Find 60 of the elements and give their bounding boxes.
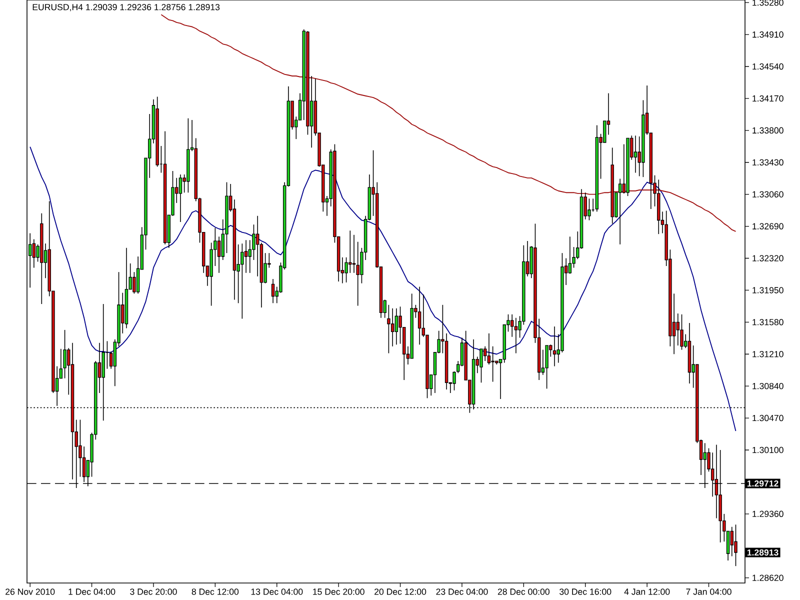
y-tick-label: 1.34540	[752, 63, 784, 70]
y-tick-label: 1.33800	[752, 127, 784, 134]
candlestick	[480, 348, 483, 384]
x-tick-label: 7 Jan 04:00	[686, 588, 732, 595]
x-tick-label: 20 Dec 12:00	[374, 588, 426, 595]
candlestick	[603, 120, 606, 143]
candlestick	[618, 178, 622, 245]
y-tick-label: 1.30470	[752, 414, 784, 422]
candlestick	[588, 198, 591, 221]
y-tick-label: 1.31210	[752, 350, 784, 358]
y-tick-label: 1.32320	[752, 255, 784, 262]
y-tick-label: 1.28620	[752, 574, 784, 581]
candlestick	[676, 313, 680, 346]
x-tick-label: 15 Dec 20:00	[313, 588, 364, 595]
candlestick	[487, 332, 491, 365]
y-tick-label: 1.30840	[752, 382, 784, 390]
candlestick	[491, 346, 494, 382]
candlestick	[244, 240, 248, 274]
x-tick-label: 23 Dec 04:00	[436, 588, 488, 595]
y-tick-label: 1.31580	[752, 319, 784, 326]
candlestick	[352, 234, 356, 274]
y-tick-label: 1.31950	[752, 287, 784, 294]
ref-line-label: 1.29712	[747, 480, 778, 487]
candlestick	[271, 278, 275, 304]
x-tick-label: 30 Dec 16:00	[560, 588, 612, 595]
candlestick	[217, 236, 221, 274]
y-tick-label: 1.29360	[752, 510, 784, 518]
candlestick	[418, 286, 422, 346]
y-tick-label: 1.30100	[752, 446, 784, 454]
candlestick	[552, 326, 556, 367]
candlestick	[32, 238, 36, 268]
candlestick	[514, 317, 518, 354]
y-tick-label: 1.33430	[752, 159, 784, 166]
candlestick	[734, 524, 738, 566]
candlestick	[394, 308, 398, 346]
x-tick-label: 4 Jan 12:00	[624, 588, 670, 595]
candlestick	[387, 304, 390, 354]
y-tick-label: 1.34910	[752, 31, 784, 38]
candlestick	[568, 236, 572, 274]
y-tick-label: 1.34170	[752, 95, 784, 102]
x-tick-label: 3 Dec 20:00	[130, 588, 177, 595]
chart-title: EURUSD,H4 1.29039 1.29236 1.28756 1.28913	[32, 4, 220, 12]
y-tick-label: 1.33060	[752, 191, 784, 198]
x-tick-label: 13 Dec 04:00	[251, 588, 303, 595]
candlestick	[730, 526, 734, 557]
x-tick-label: 1 Dec 04:00	[68, 588, 116, 595]
candlestick	[634, 135, 638, 174]
candlestick	[545, 345, 548, 390]
candlestick	[178, 174, 182, 222]
text: 1.28913	[747, 549, 778, 556]
candlestick	[510, 314, 514, 338]
candlestick	[680, 314, 684, 350]
candlestick	[132, 272, 136, 294]
candlestick	[240, 243, 244, 320]
candlestick	[390, 308, 394, 347]
candlestick	[348, 230, 352, 274]
x-tick-label: 26 Nov 2010	[6, 588, 55, 595]
x-tick-label: 8 Dec 12:00	[192, 588, 239, 595]
y-tick-label: 1.32690	[752, 223, 784, 230]
x-tick-label: 28 Dec 00:00	[498, 588, 550, 595]
